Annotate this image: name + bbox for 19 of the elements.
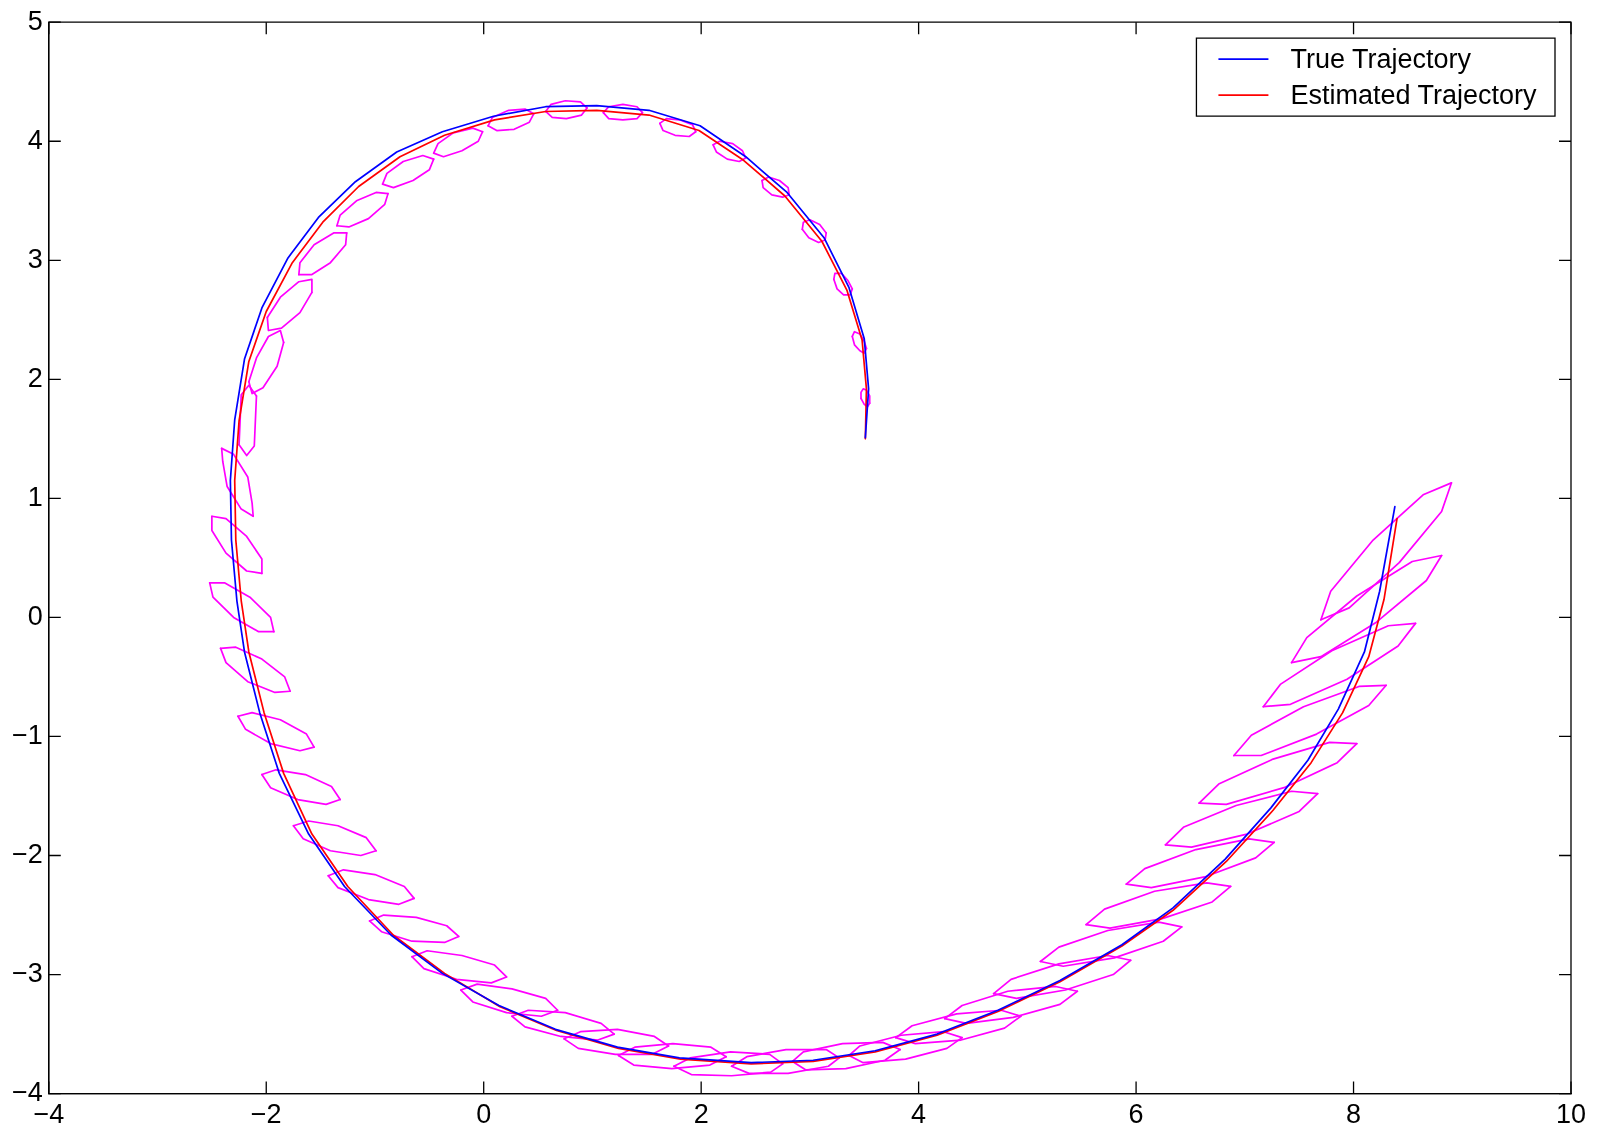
legend-label: Estimated Trajectory — [1290, 79, 1538, 110]
y-tick-label: −3 — [11, 958, 43, 989]
y-tick-label: 1 — [27, 481, 43, 512]
y-tick-label: 5 — [27, 5, 43, 36]
y-tick-label: −1 — [11, 719, 43, 750]
y-tick-label: 4 — [27, 124, 43, 155]
legend-label: True Trajectory — [1290, 43, 1472, 74]
x-tick-label: 0 — [476, 1099, 492, 1130]
x-tick-label: 6 — [1128, 1099, 1144, 1130]
y-tick-label: −2 — [11, 838, 43, 869]
y-tick-label: −4 — [11, 1077, 43, 1108]
x-tick-label: 4 — [911, 1099, 927, 1130]
x-tick-label: −2 — [250, 1099, 282, 1130]
x-tick-label: 8 — [1346, 1099, 1362, 1130]
y-tick-label: 2 — [27, 362, 43, 393]
x-tick-label: 2 — [693, 1099, 709, 1130]
y-tick-label: 0 — [27, 600, 43, 631]
y-tick-label: 3 — [27, 243, 43, 274]
x-tick-label: 10 — [1555, 1099, 1587, 1130]
